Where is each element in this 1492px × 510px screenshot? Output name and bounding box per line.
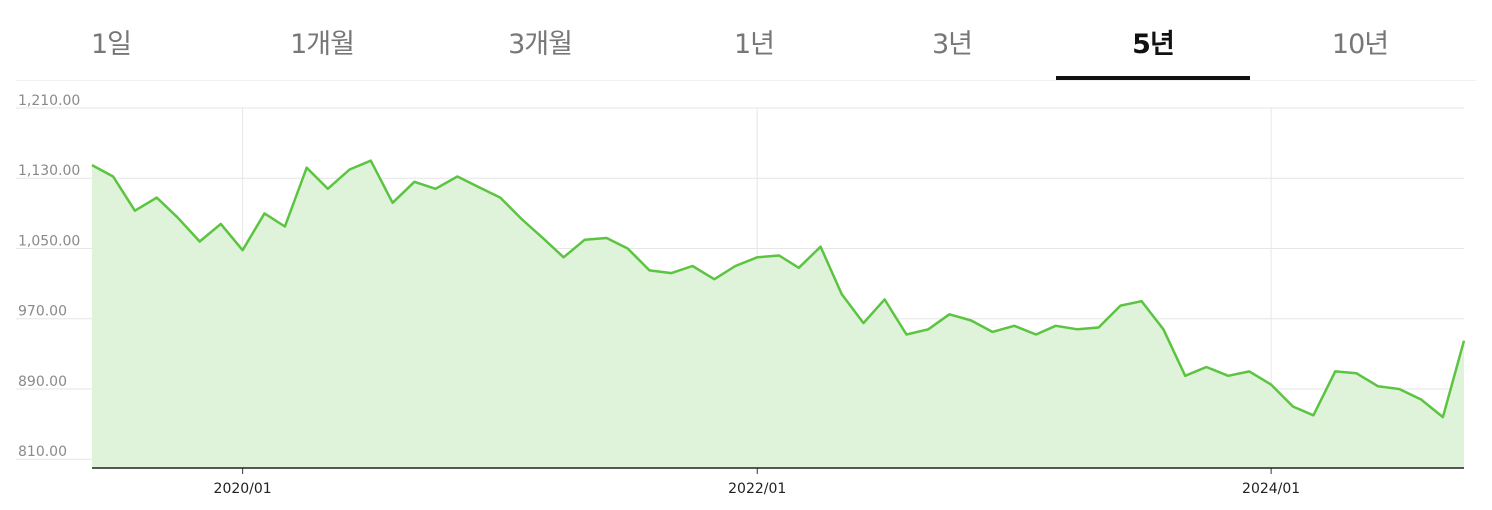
x-tick-label: 2020/01	[214, 481, 272, 497]
tab-label: 10년	[1331, 29, 1389, 60]
tab-label: 1개월	[290, 29, 355, 60]
tab-3m[interactable]: 3개월	[438, 22, 642, 80]
tab-label: 1일	[90, 29, 132, 60]
active-tab-underline	[1056, 76, 1250, 80]
tab-5y[interactable]: 5년	[1056, 22, 1250, 80]
y-tick-label: 970.00	[18, 304, 67, 320]
tab-label: 5년	[1132, 29, 1175, 60]
period-tabs: 1일 1개월 3개월 1년 3년 5년 10년	[0, 0, 1492, 80]
x-tick-label: 2022/01	[728, 481, 786, 497]
y-tick-label: 1,210.00	[18, 93, 80, 109]
y-tick-label: 810.00	[18, 444, 67, 460]
tab-label: 3년	[931, 29, 973, 60]
x-tick-label: 2024/01	[1242, 481, 1300, 497]
tab-label: 3개월	[508, 29, 573, 60]
series-line	[91, 159, 1466, 419]
tabs-divider	[16, 80, 1476, 81]
tab-10y[interactable]: 10년	[1264, 22, 1456, 80]
tab-1y[interactable]: 1년	[642, 22, 866, 80]
tab-1m[interactable]: 1개월	[206, 22, 438, 80]
tab-label: 1년	[733, 29, 775, 60]
y-tick-label: 1,130.00	[18, 163, 80, 179]
tab-3y[interactable]: 3년	[866, 22, 1038, 80]
tab-1d[interactable]: 1일	[16, 22, 206, 80]
y-tick-label: 1,050.00	[18, 233, 80, 249]
y-tick-label: 890.00	[18, 374, 67, 390]
series-area	[92, 160, 1464, 468]
